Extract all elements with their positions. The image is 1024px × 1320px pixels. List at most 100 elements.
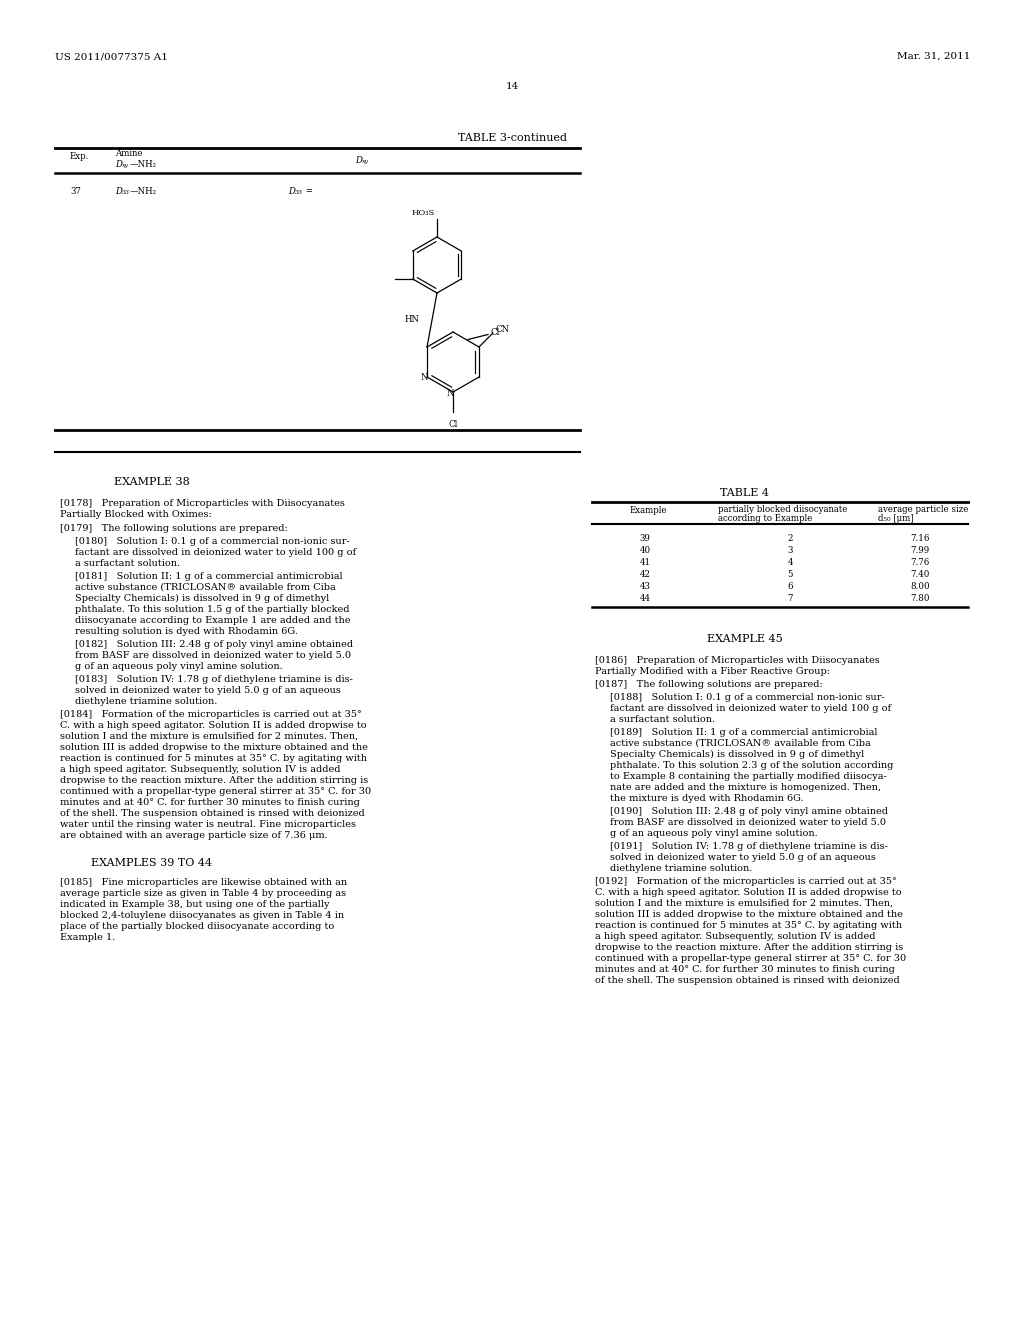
- Text: diethylene triamine solution.: diethylene triamine solution.: [610, 865, 753, 873]
- Text: solution I and the mixture is emulsified for 2 minutes. Then,: solution I and the mixture is emulsified…: [60, 733, 358, 741]
- Text: 33: 33: [295, 190, 303, 195]
- Text: C. with a high speed agitator. Solution II is added dropwise to: C. with a high speed agitator. Solution …: [60, 721, 367, 730]
- Text: 40: 40: [639, 546, 650, 554]
- Text: 3: 3: [787, 546, 793, 554]
- Text: HO₃S: HO₃S: [412, 209, 435, 216]
- Text: xy: xy: [362, 158, 369, 164]
- Text: [0191]   Solution IV: 1.78 g of diethylene triamine is dis-: [0191] Solution IV: 1.78 g of diethylene…: [610, 842, 888, 851]
- Text: [0182]   Solution III: 2.48 g of poly vinyl amine obtained: [0182] Solution III: 2.48 g of poly viny…: [75, 640, 353, 649]
- Text: [0183]   Solution IV: 1.78 g of diethylene triamine is dis-: [0183] Solution IV: 1.78 g of diethylene…: [75, 675, 353, 684]
- Text: phthalate. To this solution 1.5 g of the partially blocked: phthalate. To this solution 1.5 g of the…: [75, 605, 349, 614]
- Text: 43: 43: [640, 582, 650, 591]
- Text: g of an aqueous poly vinyl amine solution.: g of an aqueous poly vinyl amine solutio…: [75, 663, 283, 671]
- Text: [0179]   The following solutions are prepared:: [0179] The following solutions are prepa…: [60, 524, 288, 533]
- Text: continued with a propellar-type general stirrer at 35° C. for 30: continued with a propellar-type general …: [60, 787, 371, 796]
- Text: Example 1.: Example 1.: [60, 933, 116, 942]
- Text: TABLE 3-continued: TABLE 3-continued: [458, 133, 566, 143]
- Text: N: N: [446, 388, 454, 397]
- Text: solved in deionized water to yield 5.0 g of an aqueous: solved in deionized water to yield 5.0 g…: [610, 853, 876, 862]
- Text: 6: 6: [787, 582, 793, 591]
- Text: 37: 37: [70, 187, 81, 195]
- Text: of the shell. The suspension obtained is rinsed with deionized: of the shell. The suspension obtained is…: [595, 975, 900, 985]
- Text: 39: 39: [640, 535, 650, 543]
- Text: =: =: [303, 187, 313, 195]
- Text: 4: 4: [787, 558, 793, 568]
- Text: reaction is continued for 5 minutes at 35° C. by agitating with: reaction is continued for 5 minutes at 3…: [60, 754, 367, 763]
- Text: Cl: Cl: [449, 420, 458, 429]
- Text: continued with a propellar-type general stirrer at 35° C. for 30: continued with a propellar-type general …: [595, 954, 906, 964]
- Text: from BASF are dissolved in deionized water to yield 5.0: from BASF are dissolved in deionized wat…: [610, 818, 886, 828]
- Text: [0181]   Solution II: 1 g of a commercial antimicrobial: [0181] Solution II: 1 g of a commercial …: [75, 572, 343, 581]
- Text: water until the rinsing water is neutral. Fine microparticles: water until the rinsing water is neutral…: [60, 820, 356, 829]
- Text: g of an aqueous poly vinyl amine solution.: g of an aqueous poly vinyl amine solutio…: [610, 829, 818, 838]
- Text: xy: xy: [122, 162, 129, 168]
- Text: solved in deionized water to yield 5.0 g of an aqueous: solved in deionized water to yield 5.0 g…: [75, 686, 341, 696]
- Text: solution III is added dropwise to the mixture obtained and the: solution III is added dropwise to the mi…: [595, 909, 903, 919]
- Text: 33: 33: [122, 190, 130, 195]
- Text: Example: Example: [630, 506, 668, 515]
- Text: 7.40: 7.40: [910, 570, 930, 579]
- Text: a surfactant solution.: a surfactant solution.: [75, 558, 180, 568]
- Text: active substance (TRICLOSAN® available from Ciba: active substance (TRICLOSAN® available f…: [610, 739, 870, 748]
- Text: D: D: [115, 187, 122, 195]
- Text: [0190]   Solution III: 2.48 g of poly vinyl amine obtained: [0190] Solution III: 2.48 g of poly viny…: [610, 807, 888, 816]
- Text: —NH₂: —NH₂: [130, 187, 157, 195]
- Text: according to Example: according to Example: [718, 513, 812, 523]
- Text: 8.00: 8.00: [910, 582, 930, 591]
- Text: [0180]   Solution I: 0.1 g of a commercial non-ionic sur-: [0180] Solution I: 0.1 g of a commercial…: [75, 537, 350, 546]
- Text: a high speed agitator. Subsequently, solution IV is added: a high speed agitator. Subsequently, sol…: [595, 932, 876, 941]
- Text: solution I and the mixture is emulsified for 2 minutes. Then,: solution I and the mixture is emulsified…: [595, 899, 893, 908]
- Text: TABLE 4: TABLE 4: [721, 488, 769, 498]
- Text: phthalate. To this solution 2.3 g of the solution according: phthalate. To this solution 2.3 g of the…: [610, 762, 893, 770]
- Text: Specialty Chemicals) is dissolved in 9 g of dimethyl: Specialty Chemicals) is dissolved in 9 g…: [610, 750, 864, 759]
- Text: Cl: Cl: [490, 327, 501, 337]
- Text: of the shell. The suspension obtained is rinsed with deionized: of the shell. The suspension obtained is…: [60, 809, 365, 818]
- Text: blocked 2,4-toluylene diisocyanates as given in Table 4 in: blocked 2,4-toluylene diisocyanates as g…: [60, 911, 344, 920]
- Text: the mixture is dyed with Rhodamin 6G.: the mixture is dyed with Rhodamin 6G.: [610, 795, 804, 803]
- Text: 7.16: 7.16: [910, 535, 930, 543]
- Text: D: D: [355, 156, 361, 165]
- Text: a surfactant solution.: a surfactant solution.: [610, 715, 715, 723]
- Text: [0178]   Preparation of Microparticles with Diisocyanates: [0178] Preparation of Microparticles wit…: [60, 499, 345, 508]
- Text: D: D: [288, 187, 295, 195]
- Text: nate are added and the mixture is homogenized. Then,: nate are added and the mixture is homoge…: [610, 783, 881, 792]
- Text: factant are dissolved in deionized water to yield 100 g of: factant are dissolved in deionized water…: [610, 704, 891, 713]
- Text: C. with a high speed agitator. Solution II is added dropwise to: C. with a high speed agitator. Solution …: [595, 888, 901, 898]
- Text: [0185]   Fine microparticles are likewise obtained with an: [0185] Fine microparticles are likewise …: [60, 878, 347, 887]
- Text: reaction is continued for 5 minutes at 35° C. by agitating with: reaction is continued for 5 minutes at 3…: [595, 921, 902, 931]
- Text: a high speed agitator. Subsequently, solution IV is added: a high speed agitator. Subsequently, sol…: [60, 766, 341, 774]
- Text: EXAMPLE 45: EXAMPLE 45: [708, 634, 783, 644]
- Text: to Example 8 containing the partially modified diisocya-: to Example 8 containing the partially mo…: [610, 772, 887, 781]
- Text: US 2011/0077375 A1: US 2011/0077375 A1: [55, 51, 168, 61]
- Text: Partially Blocked with Oximes:: Partially Blocked with Oximes:: [60, 510, 212, 519]
- Text: dropwise to the reaction mixture. After the addition stirring is: dropwise to the reaction mixture. After …: [595, 942, 903, 952]
- Text: [0184]   Formation of the microparticles is carried out at 35°: [0184] Formation of the microparticles i…: [60, 710, 361, 719]
- Text: 2: 2: [787, 535, 793, 543]
- Text: average particle size: average particle size: [878, 506, 969, 513]
- Text: 5: 5: [787, 570, 793, 579]
- Text: Partially Modified with a Fiber Reactive Group:: Partially Modified with a Fiber Reactive…: [595, 667, 830, 676]
- Text: diethylene triamine solution.: diethylene triamine solution.: [75, 697, 217, 706]
- Text: dropwise to the reaction mixture. After the addition stirring is: dropwise to the reaction mixture. After …: [60, 776, 369, 785]
- Text: 7: 7: [787, 594, 793, 603]
- Text: diisocyanate according to Example 1 are added and the: diisocyanate according to Example 1 are …: [75, 616, 350, 624]
- Text: partially blocked diisocyanate: partially blocked diisocyanate: [718, 506, 848, 513]
- Text: solution III is added dropwise to the mixture obtained and the: solution III is added dropwise to the mi…: [60, 743, 368, 752]
- Text: active substance (TRICLOSAN® available from Ciba: active substance (TRICLOSAN® available f…: [75, 583, 336, 591]
- Text: —NH₂: —NH₂: [130, 160, 157, 169]
- Text: 7.76: 7.76: [910, 558, 930, 568]
- Text: 41: 41: [639, 558, 650, 568]
- Text: minutes and at 40° C. for further 30 minutes to finish curing: minutes and at 40° C. for further 30 min…: [60, 799, 359, 807]
- Text: indicated in Example 38, but using one of the partially: indicated in Example 38, but using one o…: [60, 900, 330, 909]
- Text: place of the partially blocked diisocyanate according to: place of the partially blocked diisocyan…: [60, 921, 334, 931]
- Text: resulting solution is dyed with Rhodamin 6G.: resulting solution is dyed with Rhodamin…: [75, 627, 298, 636]
- Text: EXAMPLES 39 TO 44: EXAMPLES 39 TO 44: [91, 858, 213, 869]
- Text: [0192]   Formation of the microparticles is carried out at 35°: [0192] Formation of the microparticles i…: [595, 876, 897, 886]
- Text: [0188]   Solution I: 0.1 g of a commercial non-ionic sur-: [0188] Solution I: 0.1 g of a commercial…: [610, 693, 885, 702]
- Text: 44: 44: [640, 594, 650, 603]
- Text: EXAMPLE 38: EXAMPLE 38: [114, 477, 189, 487]
- Text: 42: 42: [640, 570, 650, 579]
- Text: D: D: [115, 160, 122, 169]
- Text: from BASF are dissolved in deionized water to yield 5.0: from BASF are dissolved in deionized wat…: [75, 651, 351, 660]
- Text: are obtained with an average particle size of 7.36 μm.: are obtained with an average particle si…: [60, 832, 328, 840]
